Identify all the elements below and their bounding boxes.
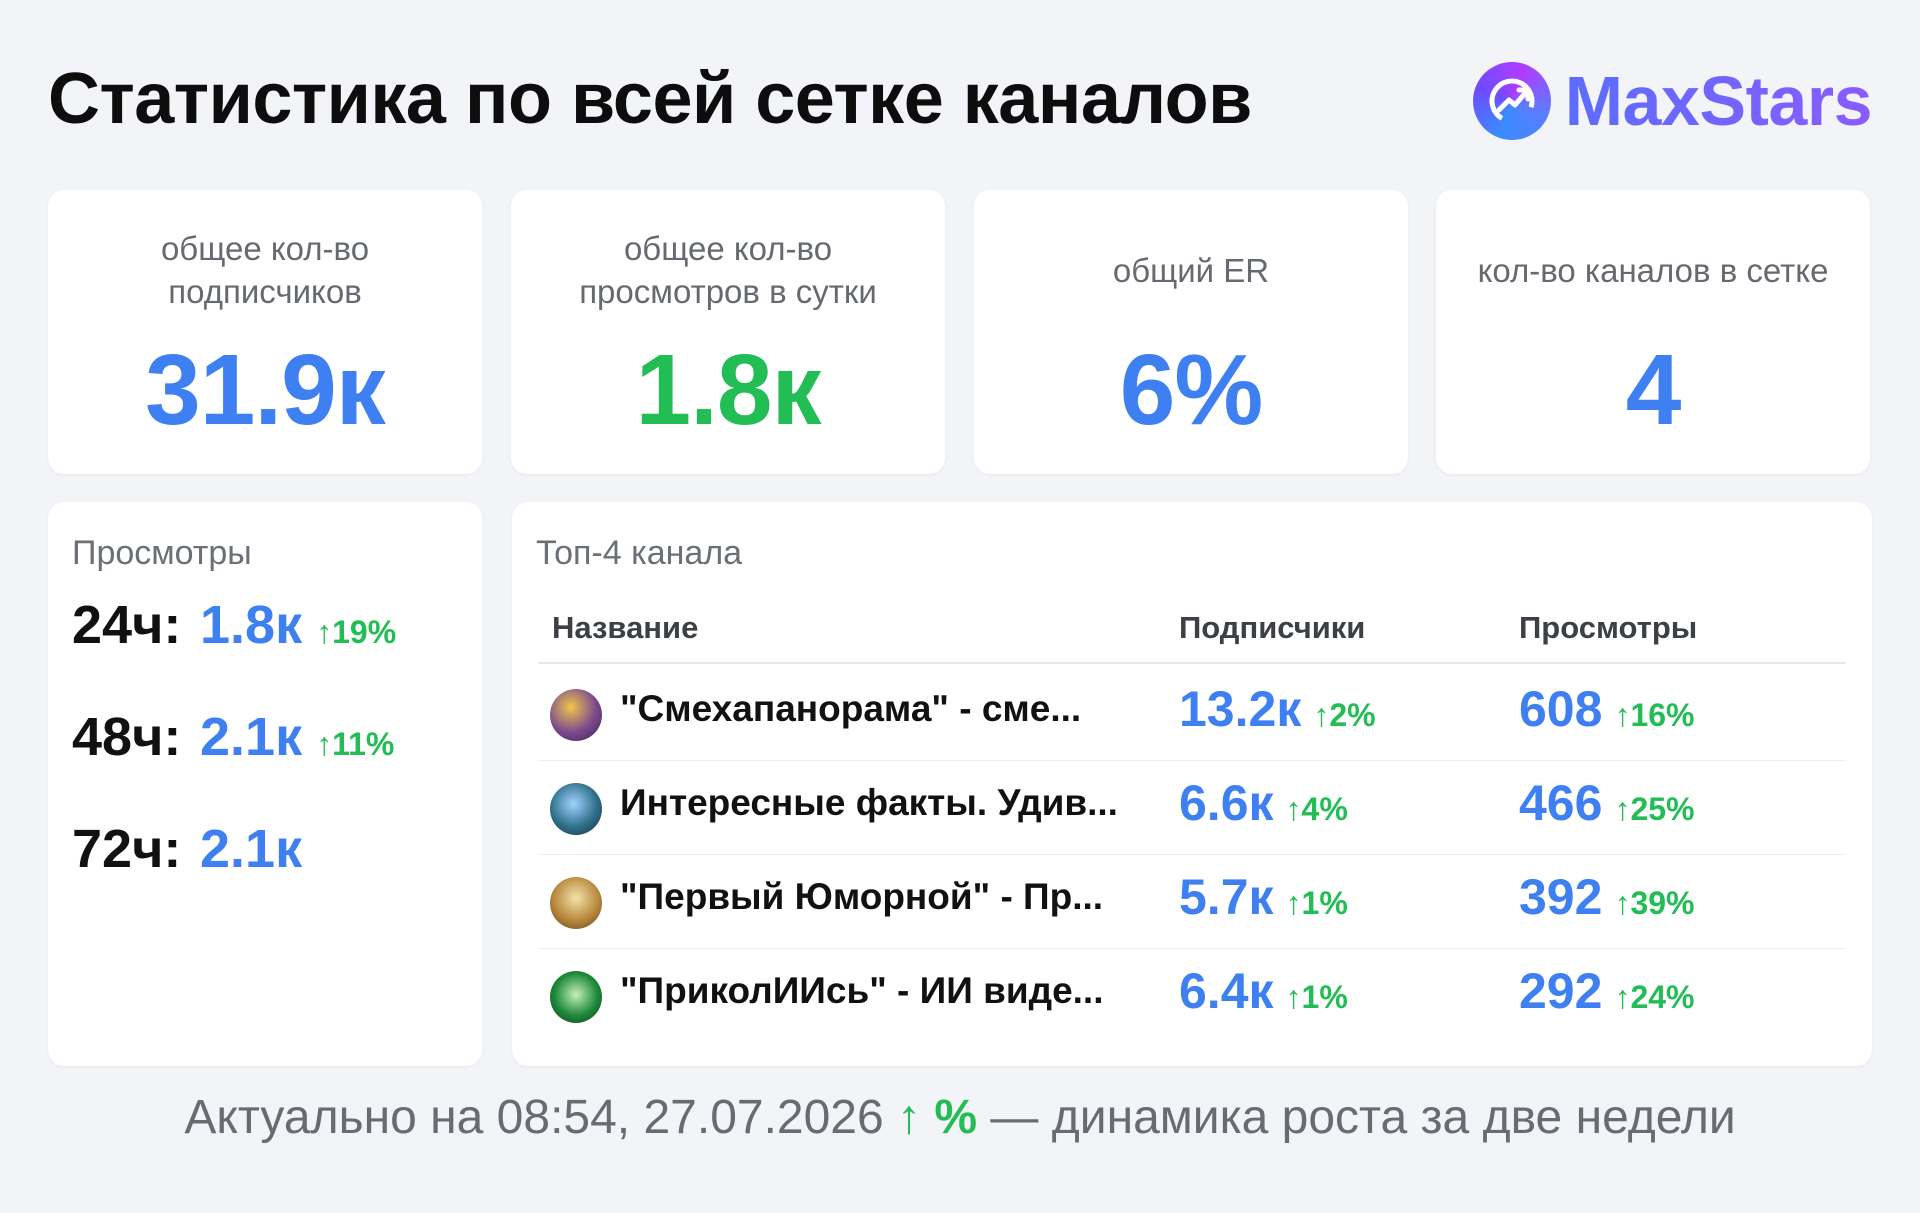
channel-avatar	[550, 971, 602, 1023]
channel-name[interactable]: "Смехапанорама" - сме...	[620, 688, 1082, 729]
table-row[interactable]: "Смехапанорама" - сме... 13.2к ↑2% 608 ↑…	[538, 666, 1846, 761]
views-cell: 608 ↑16%	[1519, 680, 1694, 738]
views-cell: 392 ↑39%	[1519, 868, 1694, 926]
table-row[interactable]: Интересные факты. Удив... 6.6к ↑4% 466 ↑…	[538, 760, 1846, 855]
views-delta: ↑24%	[1614, 979, 1695, 1015]
subscribers-cell: 6.6к ↑4%	[1179, 774, 1348, 832]
chart-up-icon	[1472, 62, 1551, 140]
footer-legend: — динамика роста за две недели	[990, 1091, 1736, 1144]
views-value: 392	[1519, 869, 1603, 925]
stat-label: общий ER	[1112, 251, 1270, 289]
stat-card-daily-views: общее кол-во просмотров в сутки 1.8к	[511, 190, 945, 474]
top-channels-card: Топ-4 канала Название Подписчики Просмот…	[512, 502, 1872, 1066]
views-delta: ↑11%	[316, 726, 395, 762]
views-cell: 466 ↑25%	[1519, 774, 1694, 832]
views-cell: 292 ↑24%	[1519, 962, 1694, 1020]
column-header-views: Просмотры	[1519, 610, 1698, 645]
stat-card-er: общий ER 6%	[974, 190, 1408, 474]
stat-card-subscribers: общее кол-во подписчиков 31.9к	[48, 190, 482, 474]
subscribers-value: 5.7к	[1179, 869, 1274, 925]
subscribers-value: 6.6к	[1179, 775, 1274, 831]
subscribers-cell: 13.2к ↑2%	[1179, 680, 1376, 738]
views-period: 48ч:	[72, 707, 182, 767]
footer-note: Актуально на 08:54, 27.07.2026 ↑ % — дин…	[0, 1090, 1920, 1145]
table-row[interactable]: "ПриколИИсь" - ИИ виде... 6.4к ↑1% 292 ↑…	[538, 948, 1846, 1042]
subscribers-value: 13.2к	[1179, 681, 1302, 737]
subscribers-cell: 6.4к ↑1%	[1179, 962, 1348, 1020]
views-row-48h: 48ч: 2.1к ↑11%	[72, 706, 394, 768]
views-period: 24ч:	[72, 595, 182, 655]
brand-name: MaxStars	[1564, 62, 1873, 140]
channel-avatar	[550, 689, 602, 741]
page-title: Статистика по всей сетке каналов	[48, 59, 1252, 139]
subscribers-delta: ↑1%	[1285, 885, 1348, 921]
channel-name[interactable]: "ПриколИИсь" - ИИ виде...	[620, 970, 1104, 1011]
views-row-24h: 24ч: 1.8к ↑19%	[72, 594, 396, 656]
channel-name[interactable]: "Первый Юморной" - Пр...	[620, 876, 1104, 917]
subscribers-delta: ↑2%	[1313, 697, 1376, 733]
stat-label: общее кол-во подписчиков	[160, 230, 370, 310]
column-header-subscribers: Подписчики	[1179, 610, 1366, 645]
stat-label: кол-во каналов в сетке	[1477, 251, 1829, 289]
stat-value: 6%	[1119, 334, 1264, 446]
footer-timestamp: Актуально на 08:54, 27.07.2026	[184, 1091, 884, 1144]
subscribers-delta: ↑1%	[1285, 979, 1348, 1015]
column-header-name: Название	[552, 610, 699, 645]
stat-value: 4	[1625, 334, 1682, 446]
channel-avatar	[550, 783, 602, 835]
subscribers-delta: ↑4%	[1285, 791, 1348, 827]
table-row[interactable]: "Первый Юморной" - Пр... 5.7к ↑1% 392 ↑3…	[538, 854, 1846, 949]
views-delta: ↑19%	[316, 614, 397, 650]
views-value: 2.1к	[200, 707, 303, 767]
brand-logo-block: MaxStars	[1472, 58, 1873, 144]
subscribers-value: 6.4к	[1179, 963, 1274, 1019]
growth-marker: ↑ %	[897, 1091, 978, 1144]
stat-label: общее кол-во просмотров в сутки	[579, 230, 877, 310]
stat-value: 31.9к	[145, 334, 386, 446]
stat-value: 1.8к	[635, 334, 821, 446]
table-divider	[538, 662, 1846, 664]
views-value: 1.8к	[200, 595, 303, 655]
views-value: 2.1к	[200, 819, 303, 879]
views-value: 466	[1519, 775, 1603, 831]
stat-card-channel-count: кол-во каналов в сетке 4	[1436, 190, 1870, 474]
views-delta: ↑39%	[1614, 885, 1695, 921]
views-period: 72ч:	[72, 819, 182, 879]
views-value: 608	[1519, 681, 1603, 737]
channel-avatar	[550, 877, 602, 929]
views-card: Просмотры 24ч: 1.8к ↑19% 48ч: 2.1к ↑11% …	[48, 502, 482, 1066]
views-row-72h: 72ч: 2.1к	[72, 818, 316, 880]
views-delta: ↑25%	[1614, 791, 1695, 827]
channel-name[interactable]: Интересные факты. Удив...	[620, 782, 1118, 823]
subscribers-cell: 5.7к ↑1%	[1179, 868, 1348, 926]
top-channels-title: Топ-4 канала	[536, 534, 743, 572]
views-delta: ↑16%	[1614, 697, 1695, 733]
views-value: 292	[1519, 963, 1603, 1019]
views-title: Просмотры	[72, 534, 252, 572]
